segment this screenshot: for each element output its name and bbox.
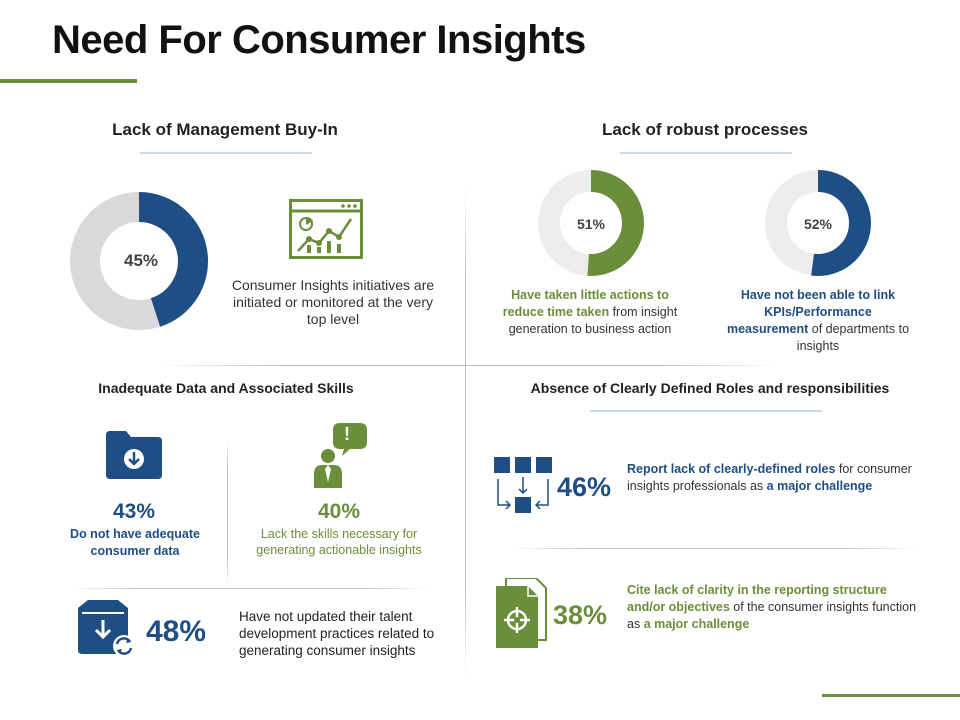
page-title: Need For Consumer Insights (52, 18, 586, 62)
data-skills-heading: Inadequate Data and Associated Skills (98, 380, 354, 396)
center-horizontal-divider (160, 365, 780, 366)
mgmt-donut-arc (70, 192, 208, 330)
robust-left-donut (538, 170, 644, 276)
roles-heading-underline (590, 410, 822, 412)
chart-window-icon (289, 199, 363, 259)
roles-item1-pct: 46% (557, 472, 612, 502)
roles-item2-mid: of the consumer insights function as (627, 600, 917, 631)
inbox-refresh-icon (78, 600, 135, 657)
data-item1-text: Do not have adequate consumer data (70, 527, 200, 558)
roles-heading: Absence of Clearly Defined Roles and res… (530, 380, 890, 396)
mgmt-heading: Lack of Management Buy-In (112, 120, 338, 139)
data-item1-pct: 43% (112, 500, 156, 523)
data-lower-divider (70, 588, 430, 589)
data-item3-text: Have not updated their talent developmen… (239, 609, 435, 658)
robust-right-label: 52% (803, 216, 833, 232)
roles-divider (510, 548, 920, 549)
roles-item2-emph2: a major challenge (643, 617, 750, 631)
folder-download-icon (106, 431, 162, 479)
robust-left-arc (538, 170, 644, 276)
data-item2-text: Lack the skills necessary for generating… (256, 527, 422, 557)
title-accent-bar (0, 79, 137, 83)
robust-left-label: 51% (576, 216, 606, 232)
robust-left-emph: Have taken little actions to reduce time… (502, 288, 669, 319)
data-item3-pct: 48% (146, 615, 207, 648)
mgmt-donut-label: 45% (123, 251, 159, 270)
speaker-alert-icon (314, 423, 367, 488)
mgmt-donut (70, 192, 208, 330)
robust-right-donut (765, 170, 871, 276)
roles-item1-text: Report lack of clearly-defined roles for… (627, 461, 927, 495)
mgmt-heading-underline (140, 152, 312, 154)
roles-item1-emph1: Report lack of clearly-defined roles (627, 462, 836, 476)
roles-item1-emph2: a major challenge (766, 479, 873, 493)
mgmt-description: Consumer Insights initiatives are initia… (231, 277, 435, 327)
robust-left-rest: from insight generation to business acti… (508, 305, 678, 336)
target-document-icon (496, 578, 547, 648)
bottom-accent-bar (822, 694, 960, 697)
data-inner-divider (227, 440, 228, 585)
roles-item2-emph1: Cite lack of clarity in the reporting st… (627, 583, 887, 614)
roles-item1-mid: for consumer insights professionals as (627, 462, 912, 493)
robust-right-rest: of departments to insights (796, 322, 910, 353)
data-item2-pct: 40% (317, 500, 361, 523)
roles-item2-text: Cite lack of clarity in the reporting st… (627, 582, 917, 633)
roles-hierarchy-icon (494, 457, 552, 513)
center-vertical-divider (465, 185, 466, 680)
robust-heading-underline (620, 152, 792, 154)
robust-heading: Lack of robust processes (602, 120, 808, 139)
robust-right-caption: Have not been able to link KPIs/Performa… (725, 287, 911, 355)
robust-right-emph: Have not been able to link KPIs/Performa… (726, 288, 896, 336)
robust-left-caption: Have taken little actions to reduce time… (497, 287, 683, 338)
alert-glyph: ! (344, 424, 350, 444)
robust-right-arc (765, 170, 871, 276)
roles-item2-pct: 38% (553, 600, 608, 630)
